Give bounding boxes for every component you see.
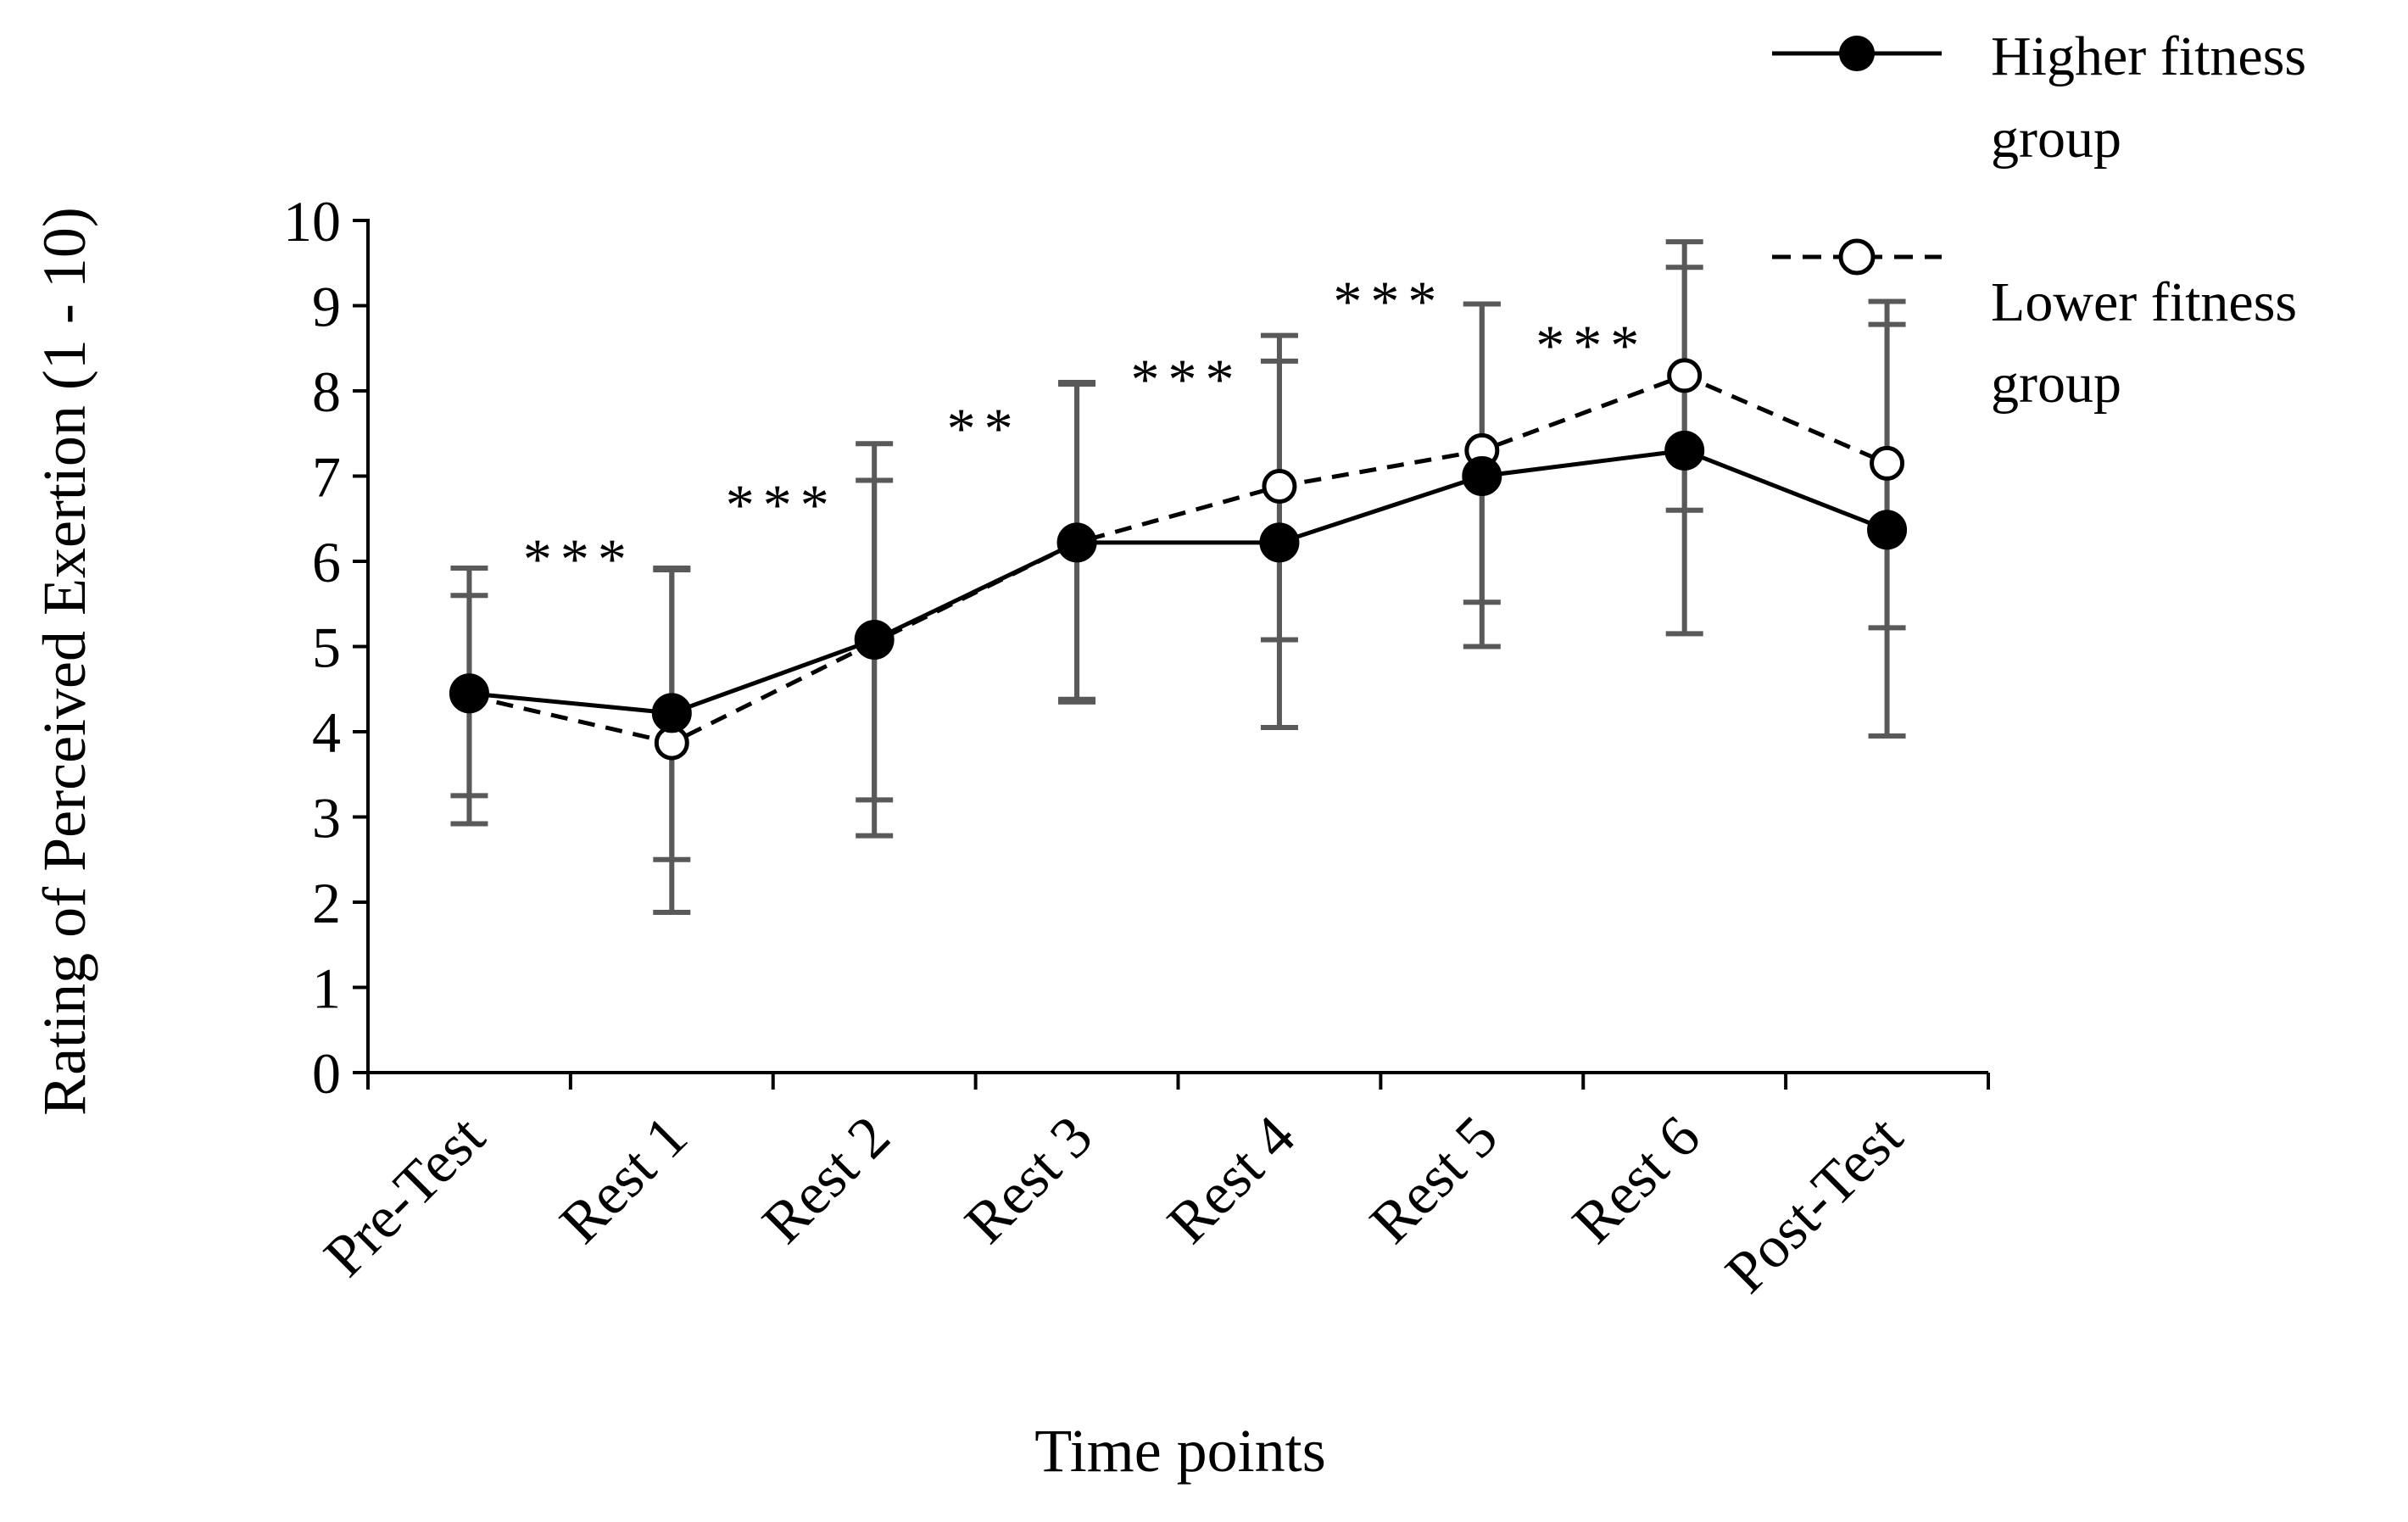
- higher-fitness-point: [651, 693, 692, 733]
- y-tick-label: 8: [312, 360, 341, 424]
- higher-fitness-point: [1056, 522, 1097, 563]
- legend: Higher fitness group Lower fitness group: [1772, 25, 2306, 415]
- x-tick-label: Pre-Test: [312, 1103, 498, 1289]
- higher-fitness-point: [1259, 522, 1300, 563]
- significance-marker: ***: [1536, 313, 1647, 377]
- significance-marker: ***: [523, 527, 635, 591]
- lower-fitness-point: [1262, 469, 1297, 505]
- x-tick-label: Rest 4: [1156, 1104, 1308, 1257]
- significance-marker: ***: [1333, 269, 1445, 333]
- y-tick-label: 2: [312, 871, 341, 935]
- error-bars: [450, 239, 1906, 916]
- y-tick-label: 3: [312, 786, 341, 850]
- higher-fitness-point: [1867, 510, 1908, 550]
- x-tick-label: Rest 6: [1560, 1104, 1713, 1257]
- higher-fitness-point: [854, 619, 895, 660]
- higher-fitness-point: [1462, 456, 1502, 496]
- legend-higher-label-line2: group: [1991, 108, 2121, 170]
- x-tick-label: Post-Test: [1714, 1103, 1915, 1305]
- x-tick-label: Rest 3: [953, 1104, 1106, 1257]
- y-tick-label: 7: [312, 445, 341, 510]
- y-axis-label: Rating of Perceived Exertion (1 - 10): [31, 207, 98, 1116]
- lower-fitness-point: [1667, 358, 1703, 393]
- y-tick-label: 10: [283, 189, 341, 254]
- y-tick-label: 1: [312, 956, 341, 1021]
- y-tick-label: 5: [312, 616, 341, 680]
- lower-fitness-point: [1870, 445, 1905, 481]
- x-tick-label: Rest 1: [548, 1104, 700, 1257]
- legend-higher-marker: [1839, 36, 1875, 71]
- series-lines: [468, 373, 1888, 745]
- legend-lower-label-line2: group: [1991, 353, 2121, 415]
- y-tick-label: 4: [312, 700, 341, 765]
- higher-fitness-line: [469, 448, 1888, 716]
- lower-fitness-line: [468, 373, 1888, 745]
- significance-marker: ***: [726, 472, 838, 537]
- higher-fitness-point: [1664, 430, 1705, 471]
- x-tick-label: Rest 5: [1358, 1104, 1511, 1257]
- significance-marker: ***: [1131, 347, 1243, 411]
- y-tick-label: 0: [312, 1041, 341, 1106]
- series-markers: [449, 358, 1908, 761]
- significance-marker: **: [947, 396, 1022, 460]
- legend-lower-label-line1: Lower fitness: [1991, 271, 2297, 333]
- x-axis-label: Time points: [1034, 1417, 1325, 1485]
- significance-markers: *****************: [523, 269, 1647, 591]
- legend-higher-label-line1: Higher fitness: [1991, 25, 2306, 87]
- higher-fitness-point: [449, 673, 489, 714]
- legend-lower-marker: [1838, 238, 1876, 276]
- y-tick-label: 6: [312, 530, 341, 594]
- x-tick-label: Rest 2: [750, 1104, 903, 1257]
- y-tick-label: 9: [312, 275, 341, 339]
